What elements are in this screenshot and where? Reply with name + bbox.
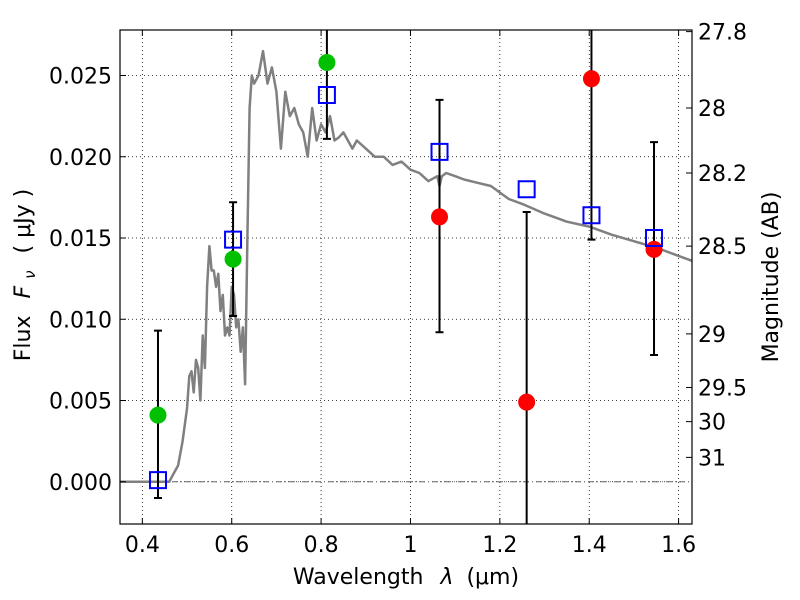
y2-tick-label: 29.5: [698, 377, 747, 402]
data-point-square: [224, 230, 243, 249]
model-sed-line: [120, 49, 693, 484]
x-tick-label: 0.4: [125, 533, 160, 558]
data-point-circle: [224, 250, 242, 268]
y-axis-title-text: Flux: [11, 315, 36, 361]
data-point-circle: [149, 406, 167, 424]
y-axis-title: Flux F ν ( μJy ): [11, 189, 41, 361]
data-points: [148, 54, 664, 490]
x-axis-unit: (μm): [466, 565, 519, 590]
data-point-square: [317, 86, 336, 104]
x-tick-label: 1.2: [482, 533, 517, 558]
y-axis-symbol: F: [11, 285, 36, 298]
error-bars: [153, 30, 659, 524]
y-tick-label: 0.025: [49, 65, 112, 90]
y2-tick-label: 28: [698, 97, 726, 122]
data-point-circle: [582, 70, 600, 88]
data-point-square: [517, 180, 536, 199]
plot-frame: [119, 29, 693, 525]
x-axis-symbol: λ: [439, 565, 453, 590]
y-tick-label: 0.020: [49, 146, 112, 171]
y2-tick-label: 29: [698, 323, 726, 348]
y2-axis-title: Magnitude (AB): [759, 192, 784, 363]
y-axis-unit: ( μJy ): [11, 189, 36, 254]
axis-ticks: 0.4 0.6 0.8 1 1.2 1.4 1.6 0.000 0.005 0.010 0.015 0…: [49, 21, 747, 558]
y-axis-subscript: ν: [21, 270, 39, 278]
y-tick-label: 0.005: [49, 390, 112, 415]
x-tick-label: 0.6: [214, 533, 249, 558]
data-point-circle: [318, 54, 336, 71]
axes-frame: [119, 29, 693, 525]
y2-tick-label: 27.8: [698, 21, 747, 46]
y2-tick-label: 28.2: [698, 162, 747, 187]
x-tick-label: 1.4: [572, 533, 607, 558]
data-point-square: [148, 471, 167, 490]
y-tick-label: 0.015: [49, 227, 112, 252]
x-tick-label: 1.6: [661, 533, 696, 558]
data-point-square: [645, 229, 664, 247]
y2-tick-label: 28.5: [698, 235, 747, 260]
x-axis-title-text: Wavelength: [293, 565, 424, 590]
y-tick-label: 0.010: [49, 308, 112, 333]
grid: [120, 30, 692, 524]
data-point-square: [582, 206, 601, 225]
model-sed-path: [120, 49, 693, 484]
data-point-square: [430, 142, 449, 161]
x-tick-label: 0.8: [304, 533, 339, 558]
x-axis-title: Wavelength λ (μm): [293, 565, 519, 590]
data-point-circle: [431, 208, 449, 226]
x-tick-label: 1: [403, 533, 417, 558]
data-point-circle: [645, 240, 663, 258]
data-point-circle: [518, 393, 536, 411]
y-tick-label: 0.000: [49, 471, 112, 496]
y2-tick-label: 30: [698, 411, 726, 436]
y2-tick-label: 31: [698, 446, 726, 471]
